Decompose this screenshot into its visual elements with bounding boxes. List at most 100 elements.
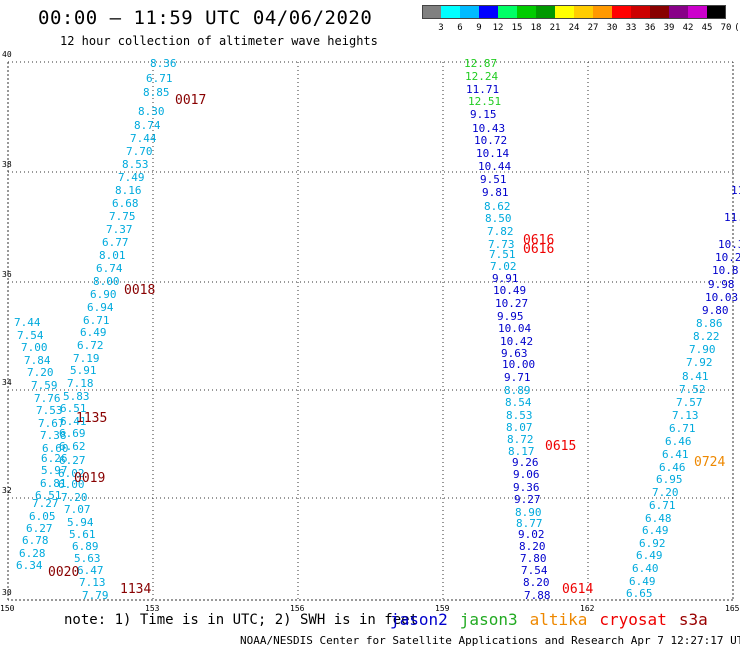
- scale-swatch: [612, 5, 631, 19]
- scale-label: 42: [682, 23, 694, 33]
- wave-height-label: 6.72: [77, 339, 104, 352]
- scale-label: 6: [457, 23, 463, 33]
- scale-label: 15: [511, 23, 523, 33]
- wave-height-label: 7.75: [109, 210, 136, 223]
- wave-height-label: 9.81: [482, 186, 509, 199]
- wave-height-label: 6.26: [41, 452, 68, 465]
- wave-height-label: 6.51: [60, 402, 87, 415]
- wave-height-label: 12.51: [468, 95, 502, 108]
- scale-label: 21: [549, 23, 561, 33]
- wave-height-label: 8.16: [115, 184, 142, 197]
- wave-height-label: 7.57: [676, 396, 703, 409]
- wave-height-label: 6.69: [59, 427, 86, 440]
- scale-label: 9: [476, 23, 482, 33]
- legend-cryosat: cryosat: [599, 610, 667, 629]
- wave-height-label: 8.53: [506, 409, 533, 422]
- lon-tick-label: 159: [435, 604, 450, 613]
- wave-height-label: 10.42: [500, 335, 534, 348]
- wave-height-label: 9.02: [518, 528, 545, 541]
- map-frame: [7, 61, 734, 601]
- lon-tick-label: 165: [725, 604, 740, 613]
- lon-tick-label: 150: [0, 604, 15, 613]
- wave-height-label: 7.53: [36, 404, 63, 417]
- pass-time-label: 0614: [562, 582, 594, 597]
- lon-tick-label: 156: [290, 604, 305, 613]
- wave-height-label: 7.02: [490, 260, 517, 273]
- wave-height-label: 6.48: [645, 512, 672, 525]
- wave-height-label: 6.92: [639, 537, 666, 550]
- wave-height-label: 6.60: [42, 442, 69, 455]
- scale-swatch: [441, 5, 460, 19]
- wave-height-label: 6.28: [19, 547, 46, 560]
- wave-height-label: 10.43: [472, 122, 506, 135]
- scale-label: 36: [644, 23, 656, 33]
- pass-time-label: 0616: [523, 242, 555, 257]
- lat-tick-label: 34: [2, 378, 12, 387]
- wave-height-label: 9.06: [513, 468, 540, 481]
- scale-swatch: [498, 5, 517, 19]
- wave-height-label: 8.50: [485, 212, 512, 225]
- lat-tick-label: 32: [2, 486, 12, 495]
- wave-height-label: 6.89: [72, 540, 99, 553]
- wave-height-label: 7.92: [686, 356, 713, 369]
- wave-height-label: 6.41: [662, 448, 689, 461]
- wave-height-label: 8.85: [143, 86, 170, 99]
- wave-height-label: 9.26: [512, 456, 539, 469]
- wave-height-label: 6.71: [146, 72, 173, 85]
- scale-label: 18: [530, 23, 542, 33]
- scale-label: 30: [606, 23, 618, 33]
- satellite-legend: jason2 jason3 altika cryosat s3a: [390, 610, 720, 629]
- wave-height-label: 6.34: [16, 559, 43, 572]
- scale-border: [422, 5, 726, 19]
- wave-height-label: 6.51: [35, 489, 62, 502]
- wave-height-label: 6.49: [642, 524, 669, 537]
- wave-height-label: 10.00: [502, 358, 536, 371]
- scale-swatch: [479, 5, 498, 19]
- scale-label: 45: [701, 23, 713, 33]
- legend-jason2: jason2: [390, 610, 448, 629]
- wave-height-label: 6.78: [22, 534, 49, 547]
- wave-height-label: 7.82: [487, 225, 514, 238]
- wave-height-label: 10.8: [712, 264, 739, 277]
- wave-height-label: 8.54: [505, 396, 532, 409]
- wave-height-label: 7.67: [38, 417, 65, 430]
- scale-swatch: [536, 5, 555, 19]
- wave-height-label: 10.2: [715, 251, 740, 264]
- wave-height-label: 10.44: [478, 160, 512, 173]
- wave-height-label: 8.20: [519, 540, 546, 553]
- wave-height-label: 6.71: [83, 314, 110, 327]
- wave-height-label: 7.27: [32, 497, 59, 510]
- wave-height-label: 6.71: [669, 422, 696, 435]
- scale-label: (ft): [734, 23, 740, 33]
- wave-height-label: 8.62: [484, 200, 511, 213]
- scale-label: 39: [663, 23, 675, 33]
- wave-height-label: 7.76: [34, 392, 61, 405]
- wave-height-label: 7.79: [82, 589, 109, 602]
- wave-height-label: 7.38: [40, 429, 67, 442]
- wave-height-label: 9.95: [497, 310, 524, 323]
- wave-height-label: 6.74: [96, 262, 123, 275]
- wave-height-label: 9.63: [501, 347, 528, 360]
- legend-altika: altika: [529, 610, 588, 629]
- wave-height-label: 7.84: [24, 354, 51, 367]
- wave-height-label: 7.18: [67, 377, 94, 390]
- wave-height-label: 7.54: [521, 564, 548, 577]
- footer-note: note: 1) Time is in UTC; 2) SWH is in fe…: [64, 612, 419, 628]
- scale-swatch: [593, 5, 612, 19]
- wave-height-label: 6.77: [102, 236, 129, 249]
- wave-height-label: 8.86: [696, 317, 723, 330]
- wave-height-label: 7.13: [79, 576, 106, 589]
- wave-height-label: 11.: [731, 184, 740, 197]
- scale-label: 24: [568, 23, 580, 33]
- wave-height-label: 7.13: [672, 409, 699, 422]
- scale-label: 33: [625, 23, 637, 33]
- wave-height-label: 8.90: [515, 506, 542, 519]
- wave-height-label: 5.91: [70, 364, 97, 377]
- wave-height-label: 7.54: [17, 329, 44, 342]
- wave-height-label: 8.89: [504, 384, 531, 397]
- wave-height-label: 7.51: [489, 248, 516, 261]
- wave-height-label: 6.40: [632, 562, 659, 575]
- wave-height-label: 9.36: [513, 481, 540, 494]
- wave-height-label: 6.27: [59, 454, 86, 467]
